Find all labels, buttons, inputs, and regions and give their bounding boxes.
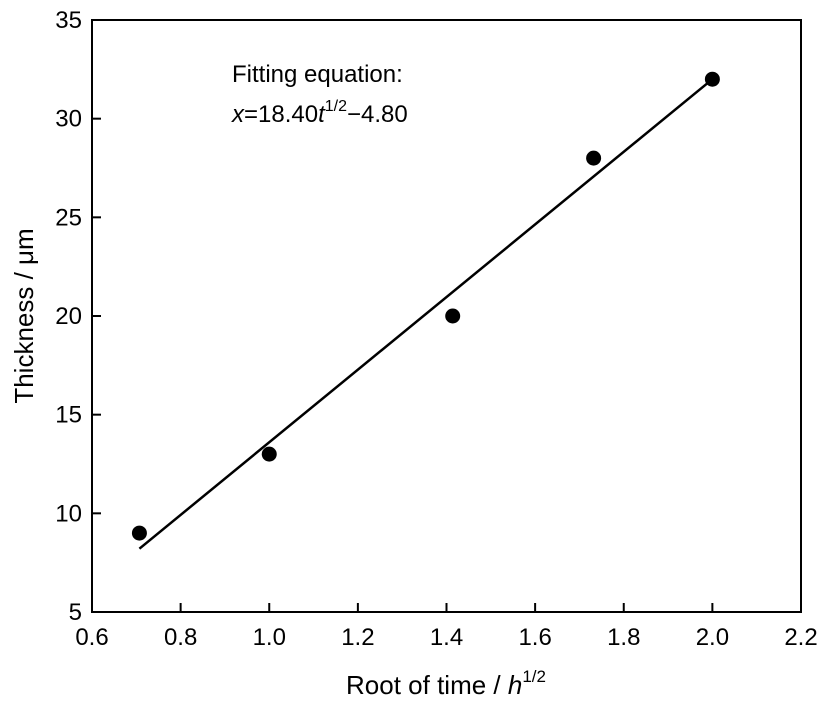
x-axis-title-main: Root of time / [346, 670, 508, 700]
y-tick-label: 25 [55, 204, 82, 231]
data-point [704, 71, 720, 87]
x-axis-title: Root of time / h1/2 [346, 667, 546, 700]
axis-ticks [91, 19, 802, 613]
y-tick-label: 15 [55, 402, 82, 429]
x-tick-label: 0.8 [164, 624, 197, 651]
y-tick-label: 5 [69, 599, 82, 626]
eq-exponent: 1/2 [325, 98, 347, 115]
x-tick-label: 1.6 [518, 624, 551, 651]
eq-coefficient: =18.40 [244, 101, 318, 128]
x-tick-label: 1.8 [607, 624, 640, 651]
y-tick-label: 30 [55, 106, 82, 133]
data-point [131, 525, 147, 541]
data-point [261, 446, 277, 462]
x-tick-label: 0.6 [75, 624, 108, 651]
x-tick-label: 1.0 [253, 624, 286, 651]
x-tick-label: 1.4 [430, 624, 463, 651]
y-axis-title: Thickness / μm [9, 228, 39, 403]
data-points [131, 71, 720, 541]
eq-intercept: −4.80 [347, 101, 408, 128]
annotation-title: Fitting equation: [232, 61, 403, 88]
eq-var-t: t [318, 101, 326, 128]
y-tick-label: 35 [55, 7, 82, 34]
fit-line [138, 78, 714, 550]
x-tick-label: 1.2 [341, 624, 374, 651]
y-tick-label: 20 [55, 303, 82, 330]
annotation-equation: x=18.40t1/2−4.80 [231, 98, 408, 128]
x-axis-title-sup: 1/2 [522, 667, 546, 686]
x-axis-title-var: h [508, 670, 522, 700]
eq-var-x: x [231, 101, 245, 128]
data-point [586, 150, 602, 166]
x-tick-label: 2.2 [784, 624, 817, 651]
y-tick-label: 10 [55, 500, 82, 527]
tick-labels: 0.6 0.8 1.0 1.2 1.4 1.6 1.8 2.0 2.2 5 10 15 20 25 30 35 [55, 7, 817, 651]
data-point [445, 308, 461, 324]
x-tick-label: 2.0 [696, 624, 729, 651]
